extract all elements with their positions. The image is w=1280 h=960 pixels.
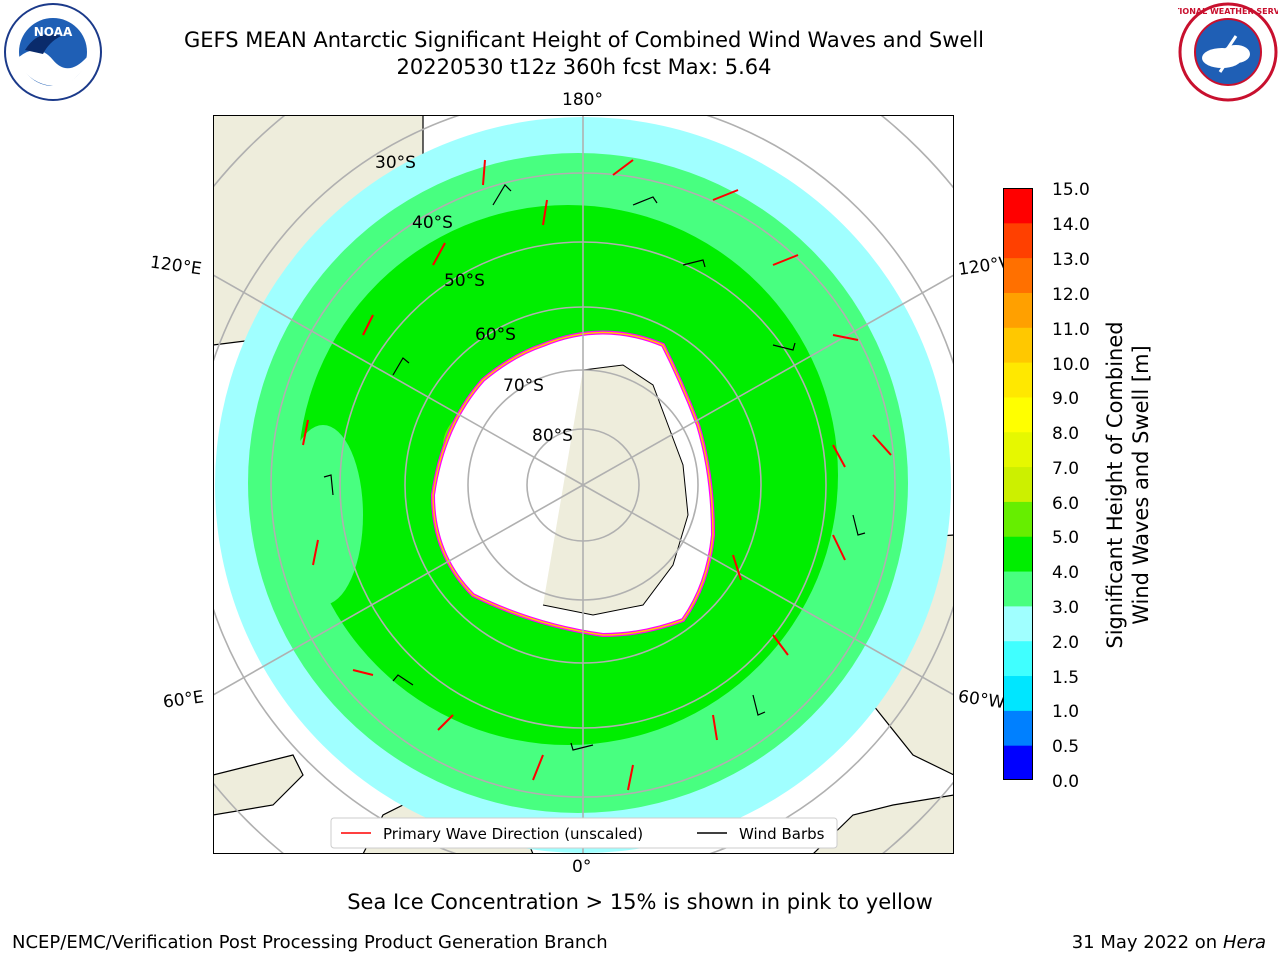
- cbar-tick: 4.0: [1052, 563, 1080, 583]
- wave-arrows: [302, 159, 892, 791]
- credit-branch: NCEP/EMC/Verification Post Processing Pr…: [12, 932, 608, 953]
- colorbar-label: Significant Height of Combined Wind Wave…: [1102, 275, 1154, 695]
- colorbar-band: [1003, 640, 1033, 677]
- ocean-patch: [283, 425, 363, 605]
- cbar-tick: 12.0: [1052, 285, 1090, 305]
- cbar-tick: 9.0: [1052, 389, 1080, 409]
- colorbar-band: [1003, 745, 1033, 780]
- colorbar-band: [1003, 222, 1033, 259]
- lat-label-30s: 30°S: [375, 153, 416, 173]
- antarctica-coast: [542, 364, 689, 616]
- colorbar-band: [1003, 431, 1033, 468]
- cbar-tick: 1.0: [1052, 702, 1080, 722]
- colorbar-label-line2: Wind Waves and Swell [m]: [1129, 345, 1153, 625]
- cbar-tick: 2.0: [1052, 633, 1080, 653]
- nws-logo: NATIONAL WEATHER SERVICE: [1178, 2, 1278, 102]
- lat-label-70s: 70°S: [503, 376, 544, 396]
- noaa-logo-text: NOAA: [34, 25, 73, 39]
- graticule: [213, 115, 954, 854]
- lon-label-180: 180°: [562, 90, 603, 110]
- colorbar-band: [1003, 466, 1033, 502]
- wind-barbs: [323, 184, 866, 751]
- cbar-tick: 1.5: [1052, 668, 1080, 688]
- lon-label-60w: 60°W: [956, 686, 1007, 714]
- cbar-tick: 14.0: [1052, 215, 1090, 235]
- lat-label-50s: 50°S: [444, 271, 485, 291]
- lon-label-60e: 60°E: [161, 687, 206, 713]
- colorbar-band: [1003, 536, 1033, 572]
- colorbar-label-line1: Significant Height of Combined: [1103, 321, 1127, 649]
- land-africa: [213, 754, 304, 816]
- colorbar-band: [1003, 710, 1033, 746]
- cbar-tick: 5.0: [1052, 528, 1080, 548]
- polar-map: Primary Wave Direction (unscaled) Wind B…: [213, 115, 954, 854]
- cbar-tick: 3.0: [1052, 598, 1080, 618]
- cbar-tick: 6.0: [1052, 494, 1080, 514]
- colorbar-band: [1003, 605, 1033, 642]
- colorbar-band: [1003, 501, 1033, 537]
- lat-label-80s: 80°S: [532, 426, 573, 446]
- legend-barb-label: Wind Barbs: [739, 825, 825, 843]
- lon-label-120e: 120°E: [148, 252, 203, 280]
- cbar-tick: 11.0: [1052, 320, 1090, 340]
- nws-logo-text: NATIONAL WEATHER SERVICE: [1178, 7, 1278, 16]
- cbar-tick: 15.0: [1052, 180, 1090, 200]
- cbar-tick: 10.0: [1052, 355, 1090, 375]
- cbar-tick: 13.0: [1052, 250, 1090, 270]
- chart-title: GEFS MEAN Antarctic Significant Height o…: [183, 28, 985, 52]
- lat-label-60s: 60°S: [475, 325, 516, 345]
- sea-ice-note: Sea Ice Concentration > 15% is shown in …: [347, 890, 933, 914]
- chart-subtitle: 20220530 t12z 360h fcst Max: 5.64: [396, 55, 772, 79]
- colorbar-band: [1003, 362, 1033, 398]
- lat-label-40s: 40°S: [412, 213, 453, 233]
- colorbar-band: [1003, 292, 1033, 328]
- cbar-tick: 7.0: [1052, 459, 1080, 479]
- colorbar: [1003, 188, 1033, 780]
- colorbar-band: [1003, 188, 1033, 224]
- map-legend: Primary Wave Direction (unscaled) Wind B…: [330, 817, 838, 849]
- cbar-tick: 0.5: [1052, 737, 1080, 757]
- noaa-logo: NOAA: [4, 3, 102, 101]
- cbar-tick: 8.0: [1052, 424, 1080, 444]
- credit-date: 31 May 2022 on Hera: [1072, 932, 1266, 953]
- lon-label-0: 0°: [572, 857, 592, 877]
- credit-host: Hera: [1222, 932, 1266, 953]
- colorbar-band: [1003, 675, 1033, 711]
- colorbar-band: [1003, 396, 1033, 433]
- credit-date-text: 31 May 2022 on: [1071, 932, 1218, 953]
- colorbar-border: [1003, 188, 1033, 780]
- colorbar-band: [1003, 257, 1033, 293]
- colorbar-band: [1003, 327, 1033, 363]
- cbar-tick: 0.0: [1052, 772, 1080, 792]
- land-africa-3: [812, 794, 954, 854]
- colorbar-band: [1003, 571, 1033, 607]
- antarctica-ice-edge: [432, 331, 714, 636]
- legend-wave-label: Primary Wave Direction (unscaled): [383, 825, 643, 843]
